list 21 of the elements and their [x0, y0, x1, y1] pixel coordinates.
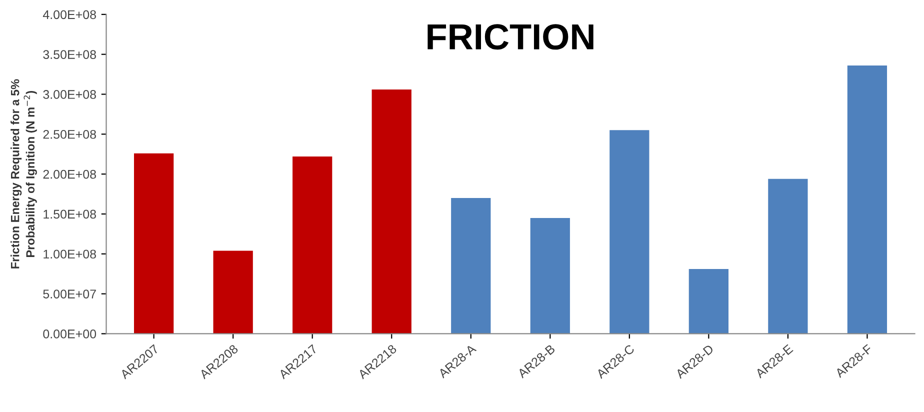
bar	[134, 153, 174, 334]
y-tick-label: 2.50E+08	[43, 130, 96, 139]
y-tick-label: 0.00E+00	[43, 330, 96, 338]
y-tick-label: 1.00E+08	[44, 250, 96, 259]
y-tick-label: 2.00E+08	[43, 170, 96, 179]
bar	[847, 66, 888, 334]
bar	[292, 156, 332, 334]
bar	[610, 130, 650, 334]
bar	[768, 178, 808, 334]
y-tick-label: 3.50E+08	[43, 50, 96, 59]
y-tick-label: 3.00E+08	[43, 90, 96, 99]
chart-title: FRICTION	[428, 24, 594, 50]
y-tick-label: 1.50E+08	[44, 210, 96, 219]
bar	[372, 89, 412, 334]
bar	[213, 250, 253, 334]
bar	[688, 269, 728, 334]
y-tick-label: 5.00E+07	[43, 290, 96, 298]
bar	[451, 198, 491, 334]
bar	[530, 218, 570, 334]
y-axis-title: Friction Energy Required for a 5% Probability of Ignition (N m$^{−2}$)	[10, 79, 37, 268]
y-tick-label: 4.00E+08	[42, 10, 96, 20]
